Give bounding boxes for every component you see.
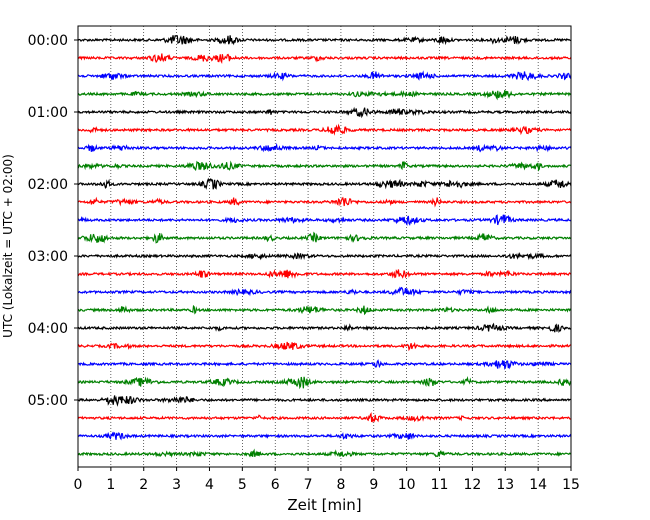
trace-0100 [77,106,572,119]
trace-0000 [77,34,572,46]
y-tick-label: 03:00 [28,249,68,265]
plot-frame [77,25,572,468]
trace-0015 [77,53,572,65]
x-tick-label: 10 [398,477,416,493]
trace-0245 [77,231,572,244]
y-axis-label: UTC (Lokalzeit = UTC + 02:00) [1,154,15,338]
trace-0300 [77,252,572,261]
x-tick-label: 5 [238,477,247,493]
x-tick-label: 13 [496,477,514,493]
x-tick-label: 7 [304,477,313,493]
x-tick-label: 12 [463,477,481,493]
x-axis-ticks: 0 1 2 3 4 5 6 7 8 9 10 11 12 13 14 15 [74,467,580,493]
x-tick-label: 14 [529,477,547,493]
y-tick-label: 02:00 [28,177,68,193]
x-tick-label: 3 [172,477,181,493]
trace-0030 [77,70,572,82]
x-tick-label: 6 [271,477,280,493]
x-tick-label: 1 [106,477,115,493]
x-tick-label: 8 [336,477,345,493]
trace-0515 [77,411,572,423]
trace-0500 [77,395,572,407]
x-axis-label: Zeit [min] [287,496,361,514]
x-tick-label: 4 [205,477,214,493]
trace-0545 [77,448,572,459]
y-axis-ticks: 00:00 01:00 02:00 03:00 04:00 05:00 [28,33,78,409]
y-tick-label: 01:00 [28,105,68,121]
trace-0330 [77,286,572,297]
trace-0530 [77,431,572,441]
x-tick-label: 0 [74,477,83,493]
trace-0045 [77,90,572,101]
seismic-traces [77,34,572,459]
trace-0230 [77,214,572,226]
x-tick-label: 11 [431,477,449,493]
trace-0200 [77,177,572,190]
trace-0345 [77,304,572,316]
trace-0415 [77,341,572,352]
trace-0130 [77,142,572,153]
trace-0315 [77,269,572,279]
trace-0215 [77,196,572,208]
trace-0400 [77,322,572,333]
trace-0115 [77,123,572,136]
y-tick-label: 04:00 [28,321,68,337]
trace-0145 [77,160,572,172]
trace-0430 [77,359,572,371]
x-tick-label: 2 [139,477,148,493]
x-tick-label: 9 [369,477,378,493]
y-tick-label: 00:00 [28,33,68,49]
y-tick-label: 05:00 [28,393,68,409]
trace-0445 [77,376,572,390]
x-tick-label: 15 [562,477,580,493]
